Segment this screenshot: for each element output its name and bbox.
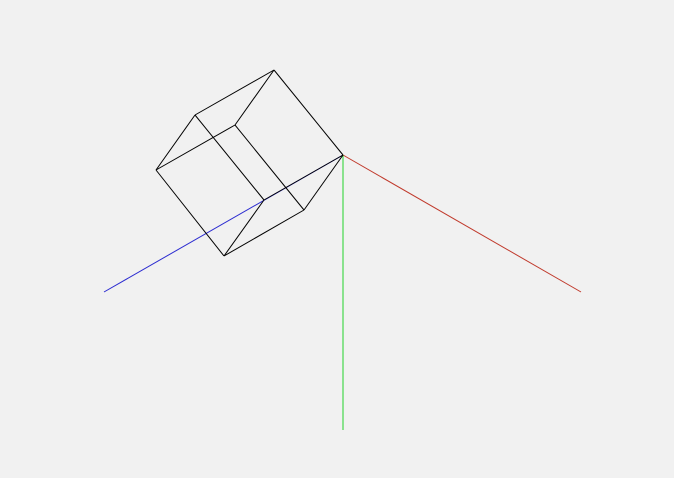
cube-edge-ae xyxy=(155,114,196,171)
cube-edge-bc xyxy=(273,69,344,156)
cube-edge-he xyxy=(155,169,225,257)
cube-edge-ef xyxy=(155,124,236,171)
cube-edge-bf xyxy=(234,69,275,126)
axes-group xyxy=(103,154,582,430)
cube-edge-fg xyxy=(234,124,305,211)
cube-edge-da xyxy=(194,114,265,201)
cube-edge-gh xyxy=(223,209,305,257)
cube-edge-ab xyxy=(194,69,275,116)
wireframe-cube xyxy=(155,69,344,257)
cube-edge-dh xyxy=(223,199,265,257)
cube-edge-cg xyxy=(303,154,344,211)
x-axis-line xyxy=(342,154,582,293)
cube-edge-cd xyxy=(263,154,344,201)
